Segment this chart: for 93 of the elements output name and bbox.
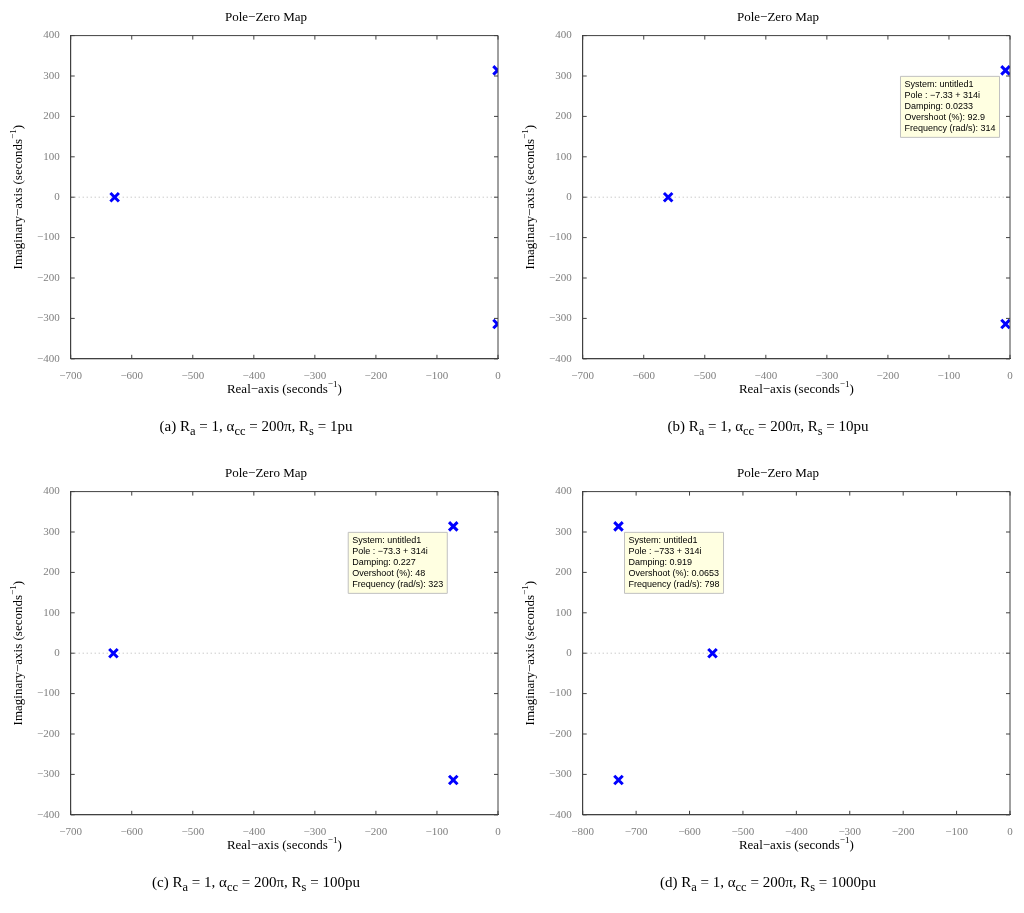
y-tick-label: 0 [54, 646, 61, 659]
y-tick-label: −100 [548, 686, 573, 699]
x-tick-label: −200 [364, 825, 388, 838]
y-tick-label: 100 [43, 149, 61, 162]
x-tick-label: −600 [120, 369, 144, 382]
x-tick-label: −400 [784, 825, 809, 838]
y-axis-title: Imaginary−axis (seconds−1) [8, 580, 25, 726]
chart-title: Pole−Zero Map [224, 465, 308, 481]
y-tick-label: 100 [555, 605, 573, 618]
x-tick-label: −800 [571, 825, 595, 838]
x-tick-label: −300 [838, 825, 862, 838]
x-tick-label: −100 [945, 825, 969, 838]
chart-title: Pole−Zero Map [224, 9, 308, 25]
y-tick-label: −300 [548, 311, 573, 324]
y-axis-title: Imaginary−axis (seconds−1) [520, 124, 537, 270]
x-tick-label: −300 [303, 825, 327, 838]
y-tick-label: 0 [566, 646, 573, 659]
text: (d) R$_{a}$ = 1, α$_{cc}$ = 200π, R$_{s}$ = 1000pu [658, 874, 878, 895]
y-tick-label: 100 [43, 605, 61, 618]
x-tick-label: −500 [693, 369, 717, 382]
y-tick-label: −100 [36, 686, 61, 699]
point [999, 318, 1010, 330]
y-axis-title: Imaginary−axis (seconds−1) [520, 580, 537, 726]
text: (b) R$_{a}$ = 1, α$_{cc}$ = 200π, R$_{s}$ = 10pu [666, 418, 870, 439]
y-tick-label: −100 [548, 230, 573, 243]
y-tick-label: 300 [555, 524, 573, 537]
x-tick-label: −100 [425, 825, 449, 838]
point [107, 647, 120, 659]
x-tick-label: −700 [59, 369, 83, 382]
point [662, 191, 674, 203]
y-tick-label: −200 [548, 270, 573, 283]
point [612, 774, 625, 786]
y-tick-label: −200 [548, 726, 573, 739]
x-tick-label: 0 [1007, 369, 1014, 382]
annotation: System: untitled1 Pole : −7.33 + 314i Damping: 0.0233 Overshoot (%): 92.9 Frequency (rad/s): 314 [904, 79, 996, 134]
y-tick-label: 200 [555, 109, 573, 122]
x-tick-label: −400 [242, 825, 266, 838]
x-tick-label: −500 [731, 825, 755, 838]
x-tick-label: 0 [495, 825, 502, 838]
x-tick-label: −700 [59, 825, 83, 838]
y-tick-label: 200 [555, 565, 573, 578]
x-tick-label: −100 [425, 369, 449, 382]
y-tick-label: 400 [555, 28, 573, 41]
y-tick-label: −400 [548, 807, 573, 820]
y-tick-label: 200 [43, 565, 61, 578]
y-tick-label: −300 [548, 767, 573, 780]
x-tick-label: 0 [1007, 825, 1014, 838]
y-axis-title: Imaginary−axis (seconds−1) [8, 124, 25, 270]
x-tick-label: −200 [876, 369, 900, 382]
x-tick-label: −500 [181, 825, 205, 838]
x-tick-label: 0 [495, 369, 502, 382]
x-tick-label: −400 [242, 369, 266, 382]
y-tick-label: −200 [36, 270, 61, 283]
y-tick-label: −200 [36, 726, 61, 739]
y-tick-label: 300 [555, 68, 573, 81]
point [612, 520, 625, 533]
y-tick-label: 300 [43, 68, 61, 81]
x-tick-label: −500 [181, 369, 205, 382]
x-tick-label: −700 [571, 369, 595, 382]
x-tick-label: −100 [937, 369, 961, 382]
point [706, 647, 719, 659]
annotation: System: untitled1 Pole : −733 + 314i Damping: 0.919 Overshoot (%): 0.0653 Frequency (rad/s): 798 [628, 535, 720, 590]
y-tick-label: 0 [566, 190, 573, 203]
chart-title: Pole−Zero Map [736, 465, 820, 481]
y-tick-label: 100 [555, 149, 573, 162]
y-tick-label: −100 [36, 230, 61, 243]
x-tick-label: −600 [678, 825, 702, 838]
point [999, 64, 1010, 77]
x-tick-label: −400 [754, 369, 778, 382]
point [447, 774, 459, 786]
y-tick-label: 400 [43, 28, 61, 41]
text: (c) R$_{a}$ = 1, α$_{cc}$ = 200π, R$_{s}$ = 100pu [151, 874, 361, 895]
point [447, 520, 459, 533]
text: (a) R$_{a}$ = 1, α$_{cc}$ = 200π, R$_{s}$ = 1pu [158, 418, 354, 439]
x-tick-label: −600 [632, 369, 656, 382]
y-tick-label: 400 [555, 484, 573, 497]
annotation: System: untitled1 Pole : −73.3 + 314i Damping: 0.227 Overshoot (%): 48 Frequency (rad/s): 323 [352, 535, 444, 590]
y-tick-label: −400 [36, 351, 61, 364]
y-tick-label: 400 [43, 484, 61, 497]
y-tick-label: −400 [548, 351, 573, 364]
y-tick-label: −300 [36, 311, 61, 324]
x-tick-label: −200 [364, 369, 388, 382]
x-tick-label: −300 [815, 369, 839, 382]
chart-title: Pole−Zero Map [736, 9, 820, 25]
x-tick-label: −300 [303, 369, 327, 382]
y-tick-label: 0 [54, 190, 61, 203]
x-tick-label: −600 [120, 825, 144, 838]
y-tick-label: −300 [36, 767, 61, 780]
y-tick-label: −400 [36, 807, 61, 820]
y-tick-label: 300 [43, 524, 61, 537]
x-tick-label: −200 [891, 825, 916, 838]
x-tick-label: −700 [624, 825, 648, 838]
y-tick-label: 200 [43, 109, 61, 122]
